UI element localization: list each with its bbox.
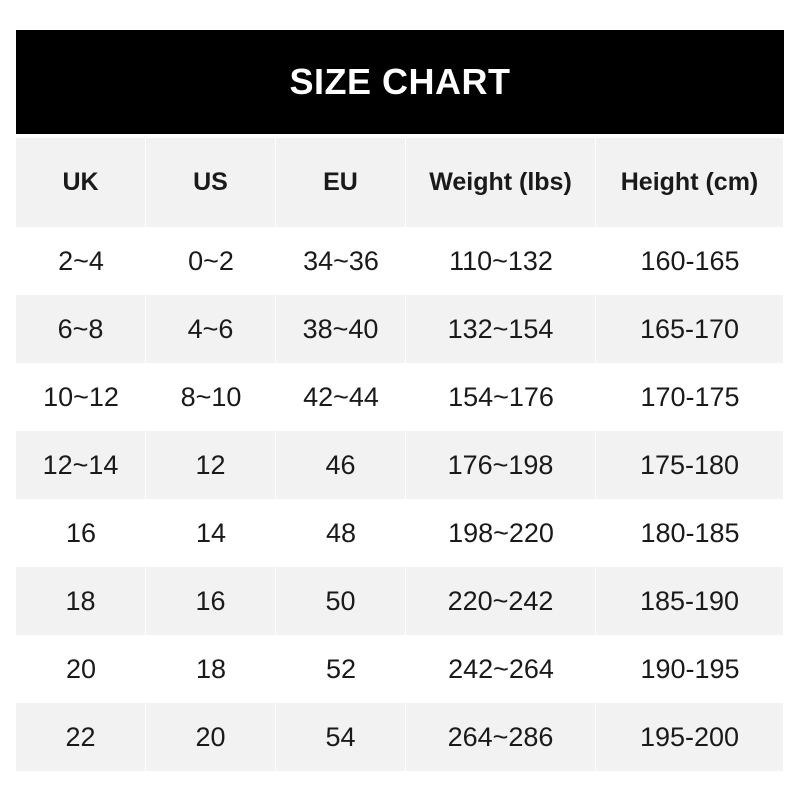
cell-height: 195-200 (596, 703, 784, 771)
cell-us: 0~2 (188, 245, 234, 276)
cell-uk: 18 (16, 567, 146, 635)
table-row: 16 14 48 198~220 180-185 (16, 499, 784, 567)
cell-uk: 10~12 (43, 381, 119, 412)
cell-us: 20 (146, 703, 276, 771)
cell-us: 8~10 (180, 381, 242, 412)
table-row: 20 18 52 242~264 190-195 (16, 635, 784, 703)
table-row: 18 16 50 220~242 185-190 (16, 567, 784, 635)
table-row: 12~14 12 46 176~198 175-180 (16, 431, 784, 499)
cell-height: 165-170 (596, 295, 784, 363)
cell-eu: 54 (276, 703, 406, 771)
cell-height: 190-195 (640, 653, 740, 684)
cell-eu: 34~36 (303, 245, 379, 276)
cell-weight: 220~242 (406, 567, 596, 635)
cell-uk: 6~8 (16, 295, 146, 363)
cell-eu: 50 (276, 567, 406, 635)
column-header-weight: Weight (lbs) (406, 138, 596, 227)
cell-height: 175-180 (596, 431, 784, 499)
cell-uk: 20 (65, 653, 97, 684)
cell-eu: 42~44 (303, 381, 379, 412)
cell-height: 160-165 (640, 245, 740, 276)
cell-height: 180-185 (640, 517, 740, 548)
cell-height: 170-175 (640, 381, 740, 412)
cell-uk: 2~4 (58, 245, 104, 276)
column-header-uk: UK (16, 138, 146, 227)
size-chart-title: SIZE CHART (16, 30, 784, 134)
table-row: 10~12 8~10 42~44 154~176 170-175 (16, 363, 784, 431)
size-table: UK US EU Weight (lbs) Height (cm) 2~4 0~2… (16, 136, 784, 771)
table-row: 6~8 4~6 38~40 132~154 165-170 (16, 295, 784, 363)
cell-weight: 154~176 (448, 381, 554, 412)
cell-eu: 46 (276, 431, 406, 499)
cell-us: 18 (195, 653, 227, 684)
cell-weight: 132~154 (406, 295, 596, 363)
cell-eu: 48 (325, 517, 357, 548)
column-header-eu: EU (276, 138, 406, 227)
cell-uk: 12~14 (16, 431, 146, 499)
table-header-row: UK US EU Weight (lbs) Height (cm) (16, 136, 784, 227)
cell-us: 12 (146, 431, 276, 499)
cell-weight: 110~132 (449, 245, 553, 276)
table-row: 2~4 0~2 34~36 110~132 160-165 (16, 227, 784, 295)
cell-eu: 52 (325, 653, 357, 684)
cell-eu: 38~40 (276, 295, 406, 363)
cell-weight: 242~264 (448, 653, 554, 684)
cell-us: 14 (195, 517, 227, 548)
cell-us: 4~6 (146, 295, 276, 363)
cell-us: 16 (146, 567, 276, 635)
column-header-us: US (146, 138, 276, 227)
cell-uk: 22 (16, 703, 146, 771)
cell-uk: 16 (65, 517, 97, 548)
cell-weight: 264~286 (406, 703, 596, 771)
cell-weight: 198~220 (448, 517, 554, 548)
column-header-height: Height (cm) (596, 138, 784, 227)
cell-height: 185-190 (596, 567, 784, 635)
cell-weight: 176~198 (406, 431, 596, 499)
table-row: 22 20 54 264~286 195-200 (16, 703, 784, 771)
